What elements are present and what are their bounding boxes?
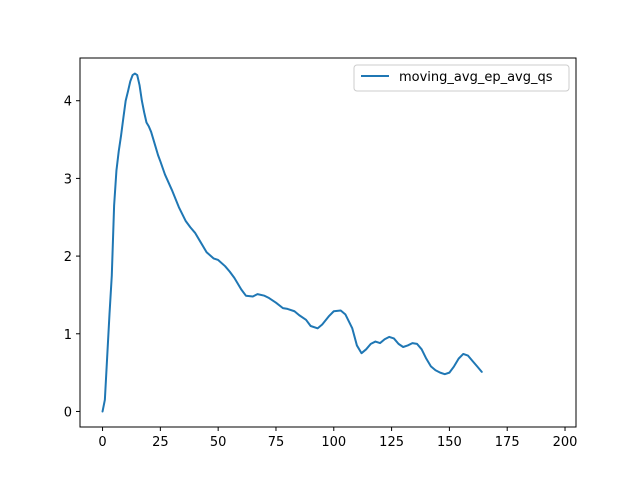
y-tick-label: 4 [64, 95, 72, 110]
legend: moving_avg_ep_avg_qs [353, 64, 570, 92]
x-tick-label: 125 [379, 435, 404, 450]
y-tick-label: 2 [64, 250, 72, 265]
x-tick-label: 175 [495, 435, 520, 450]
x-tick-label: 200 [553, 435, 578, 450]
legend-label: moving_avg_ep_avg_qs [399, 70, 553, 85]
series-line-moving_avg_ep_avg_qs [101, 72, 483, 413]
y-tick-label: 0 [64, 405, 72, 420]
series-layer [101, 72, 483, 413]
legend-box [353, 64, 570, 92]
plot-area-frame [79, 57, 577, 428]
x-tick-label: 25 [152, 435, 169, 450]
x-tick-label: 75 [268, 435, 285, 450]
y-tick-label: 3 [64, 172, 72, 187]
y-tick-label: 1 [64, 328, 72, 343]
x-axis-ticks: 0 25 50 75 100 125 150 175 200 [98, 427, 577, 450]
x-tick-label: 100 [321, 435, 346, 450]
y-axis-ticks: 0 1 2 3 4 [64, 95, 80, 420]
x-tick-label: 0 [98, 435, 106, 450]
x-tick-label: 50 [210, 435, 227, 450]
x-tick-label: 150 [437, 435, 462, 450]
